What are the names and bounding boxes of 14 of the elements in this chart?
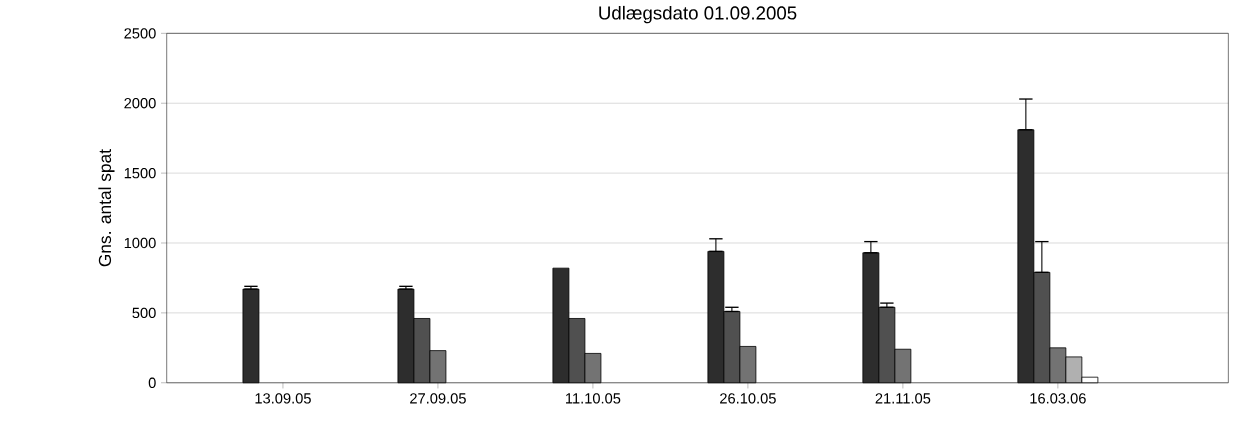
y-tick-label: 0 bbox=[148, 377, 156, 389]
y-tick-label: 1000 bbox=[124, 237, 156, 249]
y-tick-label: 500 bbox=[132, 307, 156, 319]
y-tick-label: 2500 bbox=[124, 28, 156, 39]
x-tick-label: 13.09.05 bbox=[255, 393, 311, 404]
y-axis-title: Gns. antal spat bbox=[98, 149, 115, 267]
x-tick-label: 11.10.05 bbox=[566, 393, 621, 404]
x-tick-label: 26.10.05 bbox=[720, 393, 776, 404]
chart-title: Udlægsdato 01.09.2005 bbox=[599, 5, 797, 24]
y-tick-label: 1500 bbox=[124, 168, 156, 179]
x-tick-label: 27.09.05 bbox=[410, 393, 466, 404]
x-tick-label: 21.11.05 bbox=[875, 393, 931, 404]
x-tick-label: 16.03.06 bbox=[1030, 393, 1086, 404]
y-tick-label: 2000 bbox=[124, 98, 156, 109]
